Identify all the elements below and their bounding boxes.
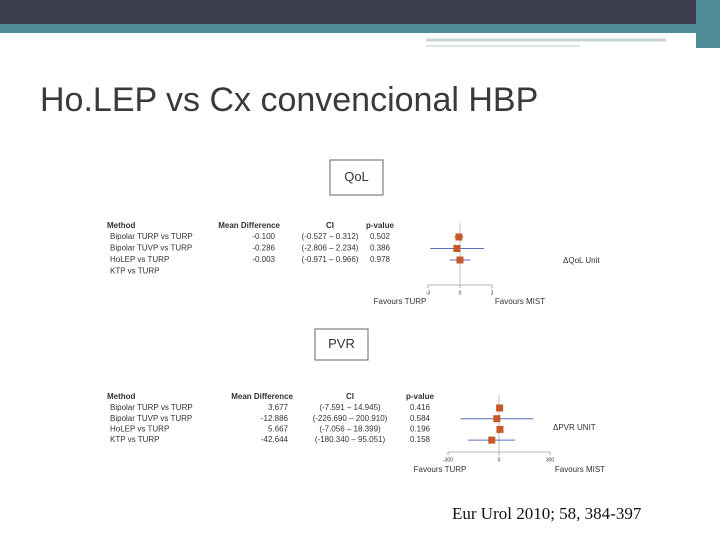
panel-box (329, 159, 384, 196)
p-value: 0.196 (410, 425, 431, 434)
point-estimate (456, 256, 464, 264)
ci-label: (-0.527 – 0.312) (302, 232, 359, 241)
point-estimate (496, 425, 504, 433)
column-header: p-value (406, 392, 435, 401)
favours-left: Favours TURP (374, 297, 427, 306)
column-header: Mean Difference (218, 221, 280, 230)
mean-difference: -42.644 (261, 435, 289, 444)
point-estimate (488, 436, 496, 444)
column-header: CI (346, 392, 354, 401)
method-label: HoLEP vs TURP (110, 425, 169, 434)
axis-label: ΔPVR UNIT (553, 423, 596, 432)
column-header: p-value (366, 221, 395, 230)
method-label: KTP vs TURP (110, 267, 160, 276)
x-tick-label: 0 (459, 290, 462, 296)
ci-label: (-7.591 – 14.945) (319, 403, 381, 412)
point-estimate (455, 233, 463, 241)
ci-label: (-7.056 – 18.399) (319, 425, 381, 434)
p-value: 0.416 (410, 403, 431, 412)
p-value: 0.386 (370, 244, 391, 253)
mean-difference: -0.286 (252, 244, 275, 253)
p-value: 0.158 (410, 435, 431, 444)
panel-title: PVR (328, 336, 355, 351)
point-estimate (493, 415, 501, 423)
point-estimate (496, 404, 504, 412)
point-estimate (453, 245, 461, 252)
method-label: KTP vs TURP (110, 435, 160, 444)
mean-difference: 3.677 (268, 403, 289, 412)
column-header: Mean Difference (231, 392, 293, 401)
method-label: Bipolar TURP vs TURP (110, 403, 193, 412)
favours-left: Favours TURP (414, 465, 467, 474)
p-value: 0.584 (410, 414, 431, 423)
slide-title: Ho.LEP vs Cx convencional HBP (40, 81, 538, 119)
method-label: Bipolar TURP vs TURP (110, 232, 193, 241)
mean-difference: -0.100 (252, 232, 275, 241)
ci-label: (-2.806 – 2.234) (302, 244, 359, 253)
mean-difference: -12.886 (261, 414, 289, 423)
ci-label: (-180.340 – 95.051) (315, 435, 386, 444)
column-header: Method (107, 221, 136, 230)
method-label: HoLEP vs TURP (110, 255, 169, 264)
ci-label: (-226.690 – 200.910) (313, 414, 388, 423)
method-label: Bipolar TUVP vs TURP (110, 244, 192, 253)
p-value: 0.502 (370, 232, 391, 241)
favours-right: Favours MIST (555, 465, 605, 474)
favours-right: Favours MIST (495, 297, 545, 306)
corner-accent (696, 0, 720, 48)
column-header: CI (326, 221, 334, 230)
axis-label: ΔQoL Unit (563, 256, 600, 265)
panel-title: QoL (344, 169, 369, 184)
top-bar (0, 0, 720, 24)
p-value: 0.978 (370, 255, 391, 264)
panel-box (314, 328, 369, 361)
x-tick-label: -3 (426, 290, 431, 296)
accent-strip (0, 24, 720, 33)
citation: Eur Urol 2010; 58, 384-397 (452, 504, 642, 523)
column-header: Method (107, 392, 136, 401)
method-label: Bipolar TUVP vs TURP (110, 414, 192, 423)
x-tick-label: -300 (443, 457, 453, 463)
x-tick-label: 300 (546, 457, 555, 463)
mean-difference: 5.667 (268, 425, 289, 434)
x-tick-label: 0 (498, 457, 501, 463)
ci-label: (-0.971 – 0.966) (302, 255, 359, 264)
x-tick-label: 3 (491, 290, 494, 296)
mean-difference: -0.003 (252, 255, 275, 264)
